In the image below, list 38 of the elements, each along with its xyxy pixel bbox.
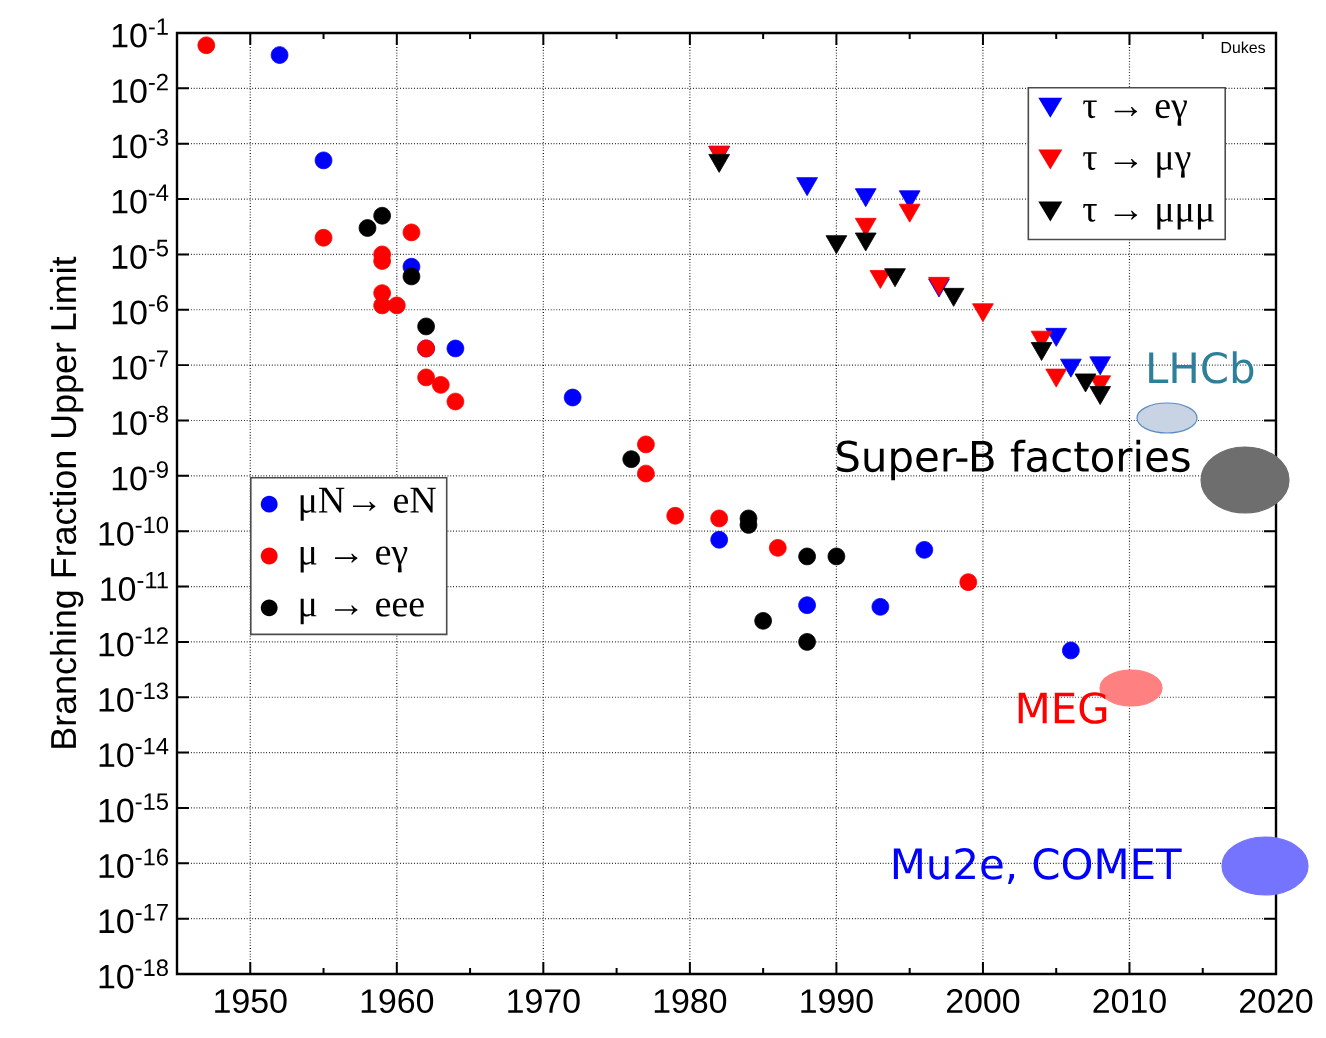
y-tick-label: 10$^{-14}$ [99, 738, 169, 768]
legend-label: τ → μγ [1083, 152, 1191, 178]
y-tick-label: 10$^{-3}$ [112, 129, 168, 159]
y-tick-label: 10$^{-13}$ [99, 682, 168, 712]
y-tick-label: 10$^{-18}$ [99, 959, 168, 989]
y-tick-label: 10$^{-6}$ [112, 295, 168, 325]
x-tick-label: 2000 [946, 989, 1020, 1014]
x-tick-label: 1960 [361, 989, 434, 1014]
y-tick-label: 10$^{-1}$ [112, 18, 168, 48]
annotation: Super-B factories [837, 439, 1190, 481]
y-tick-label: 10$^{-4}$ [112, 184, 169, 214]
x-tick-label: 1970 [508, 989, 580, 1014]
y-tick-label: 10$^{-5}$ [112, 239, 168, 269]
y-tick-label: 10$^{-10}$ [99, 516, 169, 546]
y-tick-label: 10$^{-12}$ [99, 627, 168, 657]
y-tick-label: 10$^{-15}$ [99, 793, 168, 823]
legend-label: τ → eγ [1083, 99, 1187, 126]
legend-label: μN→ eN [300, 487, 436, 521]
legend-label: μ → eγ [300, 546, 408, 573]
x-tick-label: 1980 [654, 989, 727, 1014]
y-tick-label: 10$^{-11}$ [101, 571, 168, 602]
y-tick-label: 10$^{-8}$ [112, 405, 168, 436]
y-tick-label: 10$^{-2}$ [112, 73, 168, 104]
annotation: LHCb [1149, 351, 1254, 384]
x-tick-label: 1990 [801, 989, 873, 1014]
x-tick-label: 2010 [1093, 989, 1166, 1014]
y-axis-title: Branching Fraction Upper Limit [49, 256, 84, 748]
annotation: Dukes [1221, 41, 1266, 54]
y-tick-label: 10$^{-17}$ [99, 904, 168, 934]
annotation: Mu2e, COMET [893, 848, 1182, 884]
legend-label: μ → eee [300, 598, 424, 625]
x-tick-label: 1950 [215, 989, 287, 1014]
y-tick-label: 10$^{-7}$ [112, 350, 168, 380]
x-tick-label: 2020 [1240, 989, 1313, 1014]
annotation: MEG [1018, 692, 1107, 724]
y-tick-label: 10$^{-9}$ [112, 461, 168, 491]
legend-label: τ → μμμ [1083, 204, 1214, 230]
y-tick-label: 10$^{-16}$ [99, 848, 168, 879]
